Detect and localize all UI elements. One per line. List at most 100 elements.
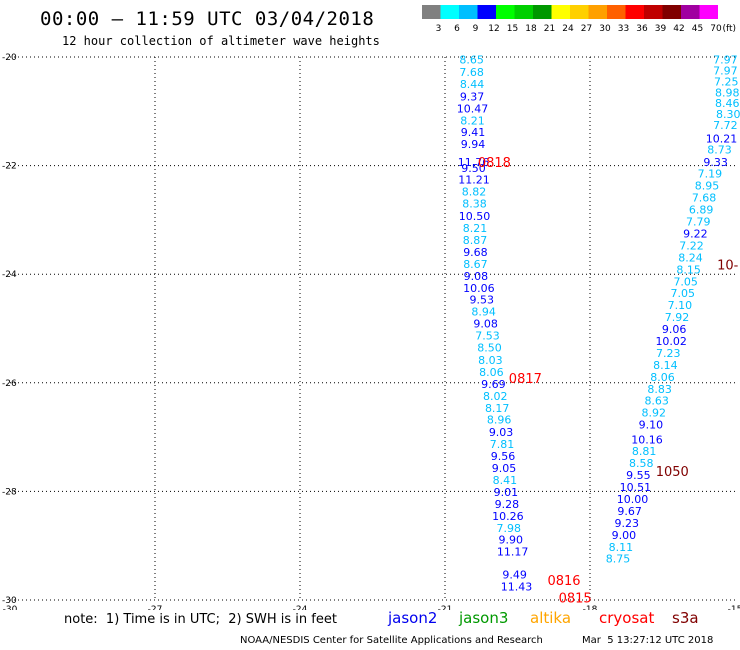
pass-time-label: 0817 <box>509 372 542 387</box>
swh-value-jason2: 7.53 <box>475 330 500 343</box>
y-tick-label: -22 <box>2 162 17 172</box>
swh-value-jason2: 8.02 <box>483 390 508 403</box>
swh-value-jason3: 7.10 <box>668 299 693 312</box>
color-scale-swatch <box>681 5 700 19</box>
color-scale-swatch <box>625 5 644 19</box>
swh-value-jason3: 7.25 <box>714 75 739 88</box>
swh-value-jason3: 10.21 <box>706 132 738 145</box>
color-scale-swatch <box>570 5 589 19</box>
color-scale-swatch <box>477 5 496 19</box>
swh-value-jason2: 8.03 <box>478 354 503 367</box>
swh-value-jason2: 9.05 <box>492 462 517 475</box>
color-scale-swatch <box>459 5 478 19</box>
swh-value-jason2: 9.50 <box>461 162 486 175</box>
color-scale-swatch <box>607 5 626 19</box>
swh-value-jason3: 9.67 <box>617 505 642 518</box>
swh-value-jason3: 8.95 <box>695 180 720 193</box>
swh-value-jason2: 10.47 <box>457 103 489 116</box>
swh-value-jason3: 10.16 <box>631 433 663 446</box>
swh-value-jason2: 8.41 <box>493 474 518 487</box>
footer-note: note: 1) Time is in UTC; 2) SWH is in fe… <box>64 612 337 627</box>
legend-jason3: jason3 <box>459 609 509 627</box>
swh-value-jason3: 7.05 <box>671 287 696 300</box>
color-scale-tick: 3 <box>436 24 442 34</box>
swh-value-jason2: 8.21 <box>460 115 485 128</box>
swh-value-jason2: 9.56 <box>491 450 516 463</box>
swh-value-jason3: 8.75 <box>606 553 631 566</box>
swh-value-jason2: 9.53 <box>469 294 494 307</box>
x-tick-label: -27 <box>148 605 163 610</box>
y-tick-label: -30 <box>2 596 17 606</box>
swh-value-jason2: 9.68 <box>463 246 488 259</box>
swh-value-jason2: 8.21 <box>463 222 488 235</box>
y-tick-label: -20 <box>2 53 17 63</box>
swh-value-jason3: 7.19 <box>698 168 723 181</box>
swh-value-jason2: 8.06 <box>479 366 504 379</box>
swh-value-jason3: 7.72 <box>713 119 738 132</box>
color-scale-swatch <box>644 5 663 19</box>
swh-value-jason3: 8.15 <box>676 263 701 276</box>
swh-value-jason3: 8.06 <box>650 371 675 384</box>
color-scale-tick: 21 <box>544 24 555 34</box>
swh-value-jason2: 10.50 <box>459 210 491 223</box>
swh-value-jason2: 9.90 <box>498 534 523 547</box>
swh-value-jason3: 7.68 <box>692 192 717 205</box>
color-scale-tick: 12 <box>488 24 499 34</box>
swh-value-jason3: 9.33 <box>703 156 728 169</box>
wave-height-map: -30 -27 -24 -21 -18 -15 -30 -28 -26 -24 -22 -20 8.65… <box>2 53 740 610</box>
swh-value-jason2: 8.38 <box>462 198 487 211</box>
swh-value-jason3: 9.55 <box>626 469 651 482</box>
swh-value-jason2: 9.69 <box>481 378 506 391</box>
color-scale-tick: 70 <box>710 24 722 34</box>
swh-value-jason3: 7.79 <box>686 216 711 229</box>
x-tick-label: -30 <box>3 605 18 610</box>
color-scale-tick: 30 <box>599 24 611 34</box>
color-scale-swatch <box>551 5 570 19</box>
pass-time-label: 0818 <box>478 156 511 171</box>
color-scale-legend: 3 6 9 12 15 18 21 24 27 30 33 36 39 42 45 70 (ft) <box>422 5 736 34</box>
swh-value-jason3: 8.73 <box>707 143 732 156</box>
swh-value-jason3: 8.98 <box>715 86 740 99</box>
swh-value-jason2: 7.98 <box>497 522 522 535</box>
swh-value-jason2: 8.67 <box>463 258 488 271</box>
swh-value-jason3: 9.23 <box>614 517 639 530</box>
pass-time-label: 1050 <box>656 465 689 480</box>
swh-value-jason3: 8.81 <box>632 445 657 458</box>
swh-value-jason3: 9.00 <box>612 529 637 542</box>
y-tick-label: -28 <box>2 487 17 497</box>
swh-value-jason3: 9.06 <box>662 323 687 336</box>
swh-value-jason3: 7.97 <box>713 54 738 67</box>
color-scale-tick: 33 <box>618 24 629 34</box>
swh-value-jason2: 10.26 <box>492 510 524 523</box>
pass-time-label: 10- <box>717 258 739 273</box>
swh-value-jason2: 10.06 <box>463 282 495 295</box>
swh-value-jason3: 9.10 <box>639 419 664 432</box>
swh-value-jason3: 9.22 <box>683 227 708 240</box>
swh-value-jason3: 8.11 <box>609 541 634 554</box>
color-scale-tick: 42 <box>673 24 684 34</box>
swh-value-jason2: 8.94 <box>471 306 496 319</box>
color-scale-tick: 27 <box>581 24 592 34</box>
color-scale-tick: 9 <box>473 24 479 34</box>
swh-value-jason2: 9.03 <box>489 426 514 439</box>
legend-s3a: s3a <box>672 609 699 627</box>
color-scale-swatch <box>662 5 681 19</box>
swh-value-jason3: 7.22 <box>679 239 704 252</box>
color-scale-swatch <box>514 5 533 19</box>
color-scale-swatch <box>440 5 459 19</box>
color-scale-tick: 36 <box>636 24 648 34</box>
swh-value-jason3: 10.02 <box>655 335 687 348</box>
swh-value-jason2: 9.37 <box>460 91 485 104</box>
swh-value-jason2: 7.68 <box>459 66 484 79</box>
color-scale-swatch <box>533 5 552 19</box>
pass-time-label: 0815 <box>559 591 592 606</box>
swh-value-jason3: 6.89 <box>689 204 714 217</box>
swh-value-jason3: 10.51 <box>620 481 652 494</box>
swh-value-jason3: 8.83 <box>647 383 672 396</box>
swh-value-jason3: 8.14 <box>653 359 678 372</box>
chart-title: 00:00 – 11:59 UTC 03/04/2018 <box>40 8 375 30</box>
swh-value-jason2: 8.87 <box>463 234 488 247</box>
swh-value-jason2: 8.65 <box>459 54 484 67</box>
swh-value-jason2: 8.96 <box>487 414 512 427</box>
swh-value-jason3: 8.30 <box>716 108 740 121</box>
